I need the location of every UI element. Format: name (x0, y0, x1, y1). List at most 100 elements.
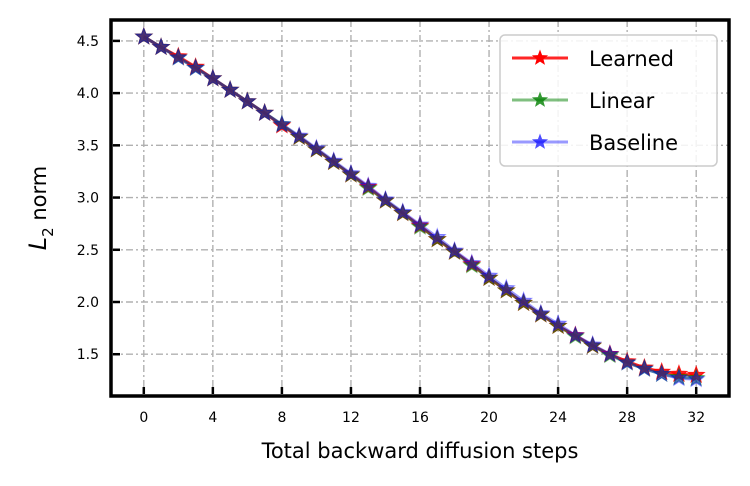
data-point-linear (652, 364, 672, 383)
data-point-baseline (548, 314, 568, 332)
data-point-baseline (462, 253, 482, 272)
y-tick-label: 1.5 (77, 347, 99, 363)
data-point-baseline (220, 80, 240, 99)
legend-label-baseline: Baseline (589, 131, 678, 155)
data-point-linear (479, 268, 499, 287)
series-markers (134, 26, 706, 388)
data-point-baseline (306, 138, 326, 157)
data-point-linear (565, 326, 585, 345)
data-point-baseline (237, 91, 257, 110)
data-point-baseline (652, 364, 672, 383)
data-point-linear (548, 316, 568, 335)
x-tick-label: 20 (480, 410, 498, 426)
data-point-linear (272, 114, 292, 133)
plot-frame (109, 18, 731, 398)
legend-label-linear: Linear (589, 89, 655, 113)
data-point-baseline (324, 151, 344, 170)
x-tick-label: 32 (687, 410, 705, 426)
y-tick-label: 2.0 (77, 295, 99, 311)
data-point-linear (203, 68, 223, 87)
data-point-baseline (341, 163, 361, 182)
data-point-baseline (203, 68, 223, 87)
x-tick-label: 4 (208, 410, 217, 426)
data-point-baseline (410, 214, 430, 233)
data-point-linear (376, 190, 395, 209)
x-tick-label: 16 (411, 410, 429, 426)
data-point-linear (255, 103, 275, 121)
data-point-baseline (168, 47, 188, 66)
data-point-baseline (358, 176, 378, 195)
y-axis-label: L2 norm (24, 166, 57, 250)
y-axis-label-rest: norm (27, 166, 51, 228)
data-point-linear (462, 255, 482, 274)
legend-marker-learned (531, 49, 549, 65)
data-point-linear (151, 37, 171, 56)
data-point-linear (306, 139, 326, 158)
data-point-linear (634, 358, 654, 377)
x-axis-label: Total backward diffusion steps (261, 439, 579, 463)
x-tick-label: 28 (618, 410, 636, 426)
series-points-baseline (134, 26, 706, 388)
legend-entries: Learned Linear Baseline (512, 47, 678, 155)
data-point-linear (237, 91, 257, 110)
data-point-baseline (427, 227, 447, 246)
data-point-linear (134, 26, 154, 45)
data-point-linear (410, 216, 430, 235)
data-point-baseline (393, 202, 413, 221)
data-point-linear (393, 203, 413, 222)
y-tick-label: 3.0 (77, 191, 99, 207)
data-point-linear (358, 178, 378, 197)
data-point-baseline (445, 240, 464, 259)
y-tick-label: 4.0 (77, 86, 99, 102)
x-tick-label: 12 (342, 410, 360, 426)
data-point-linear (617, 352, 637, 371)
legend-marker-baseline (531, 133, 549, 149)
legend: Learned Linear Baseline (499, 34, 718, 167)
data-point-linear (324, 152, 344, 171)
data-point-linear (289, 127, 309, 146)
data-point-linear (427, 229, 447, 248)
series-points-linear (134, 26, 706, 387)
data-point-linear (168, 47, 188, 66)
data-point-baseline (151, 37, 171, 56)
data-point-linear (686, 368, 706, 387)
data-point-baseline (583, 334, 603, 353)
data-point-linear (514, 293, 534, 312)
y-axis-label-subscript: 2 (39, 227, 57, 237)
data-point-linear (531, 304, 551, 323)
data-point-baseline (531, 303, 551, 322)
data-point-linear (669, 367, 689, 386)
data-point-linear (445, 241, 464, 260)
data-point-baseline (479, 265, 499, 284)
data-point-baseline (669, 368, 689, 387)
x-tick-label: 0 (139, 410, 148, 426)
y-axis-label-main: L (24, 237, 52, 250)
data-point-linear (600, 345, 620, 364)
data-point-baseline (134, 26, 154, 45)
data-point-baseline (289, 126, 309, 144)
y-tick-label: 3.5 (77, 138, 99, 154)
data-point-baseline (272, 114, 292, 133)
y-tick-label: 4.5 (77, 34, 99, 50)
data-point-linear (186, 58, 206, 77)
data-point-baseline (634, 358, 654, 377)
data-point-linear (583, 335, 603, 354)
legend-box (499, 34, 718, 167)
x-tick-label: 8 (277, 410, 286, 426)
y-tick-label: 2.5 (77, 243, 99, 259)
legend-marker-linear (531, 91, 549, 107)
data-point-baseline (376, 189, 395, 208)
data-point-baseline (255, 103, 275, 121)
x-tick-label: 24 (549, 410, 567, 426)
data-point-baseline (686, 369, 706, 388)
data-point-baseline (514, 291, 534, 309)
data-point-baseline (565, 325, 585, 344)
data-point-baseline (496, 278, 516, 297)
data-point-linear (220, 80, 240, 99)
legend-label-learned: Learned (589, 47, 674, 71)
data-point-baseline (600, 344, 620, 363)
data-point-linear (496, 280, 516, 299)
data-point-baseline (186, 58, 206, 77)
data-point-linear (341, 164, 361, 183)
